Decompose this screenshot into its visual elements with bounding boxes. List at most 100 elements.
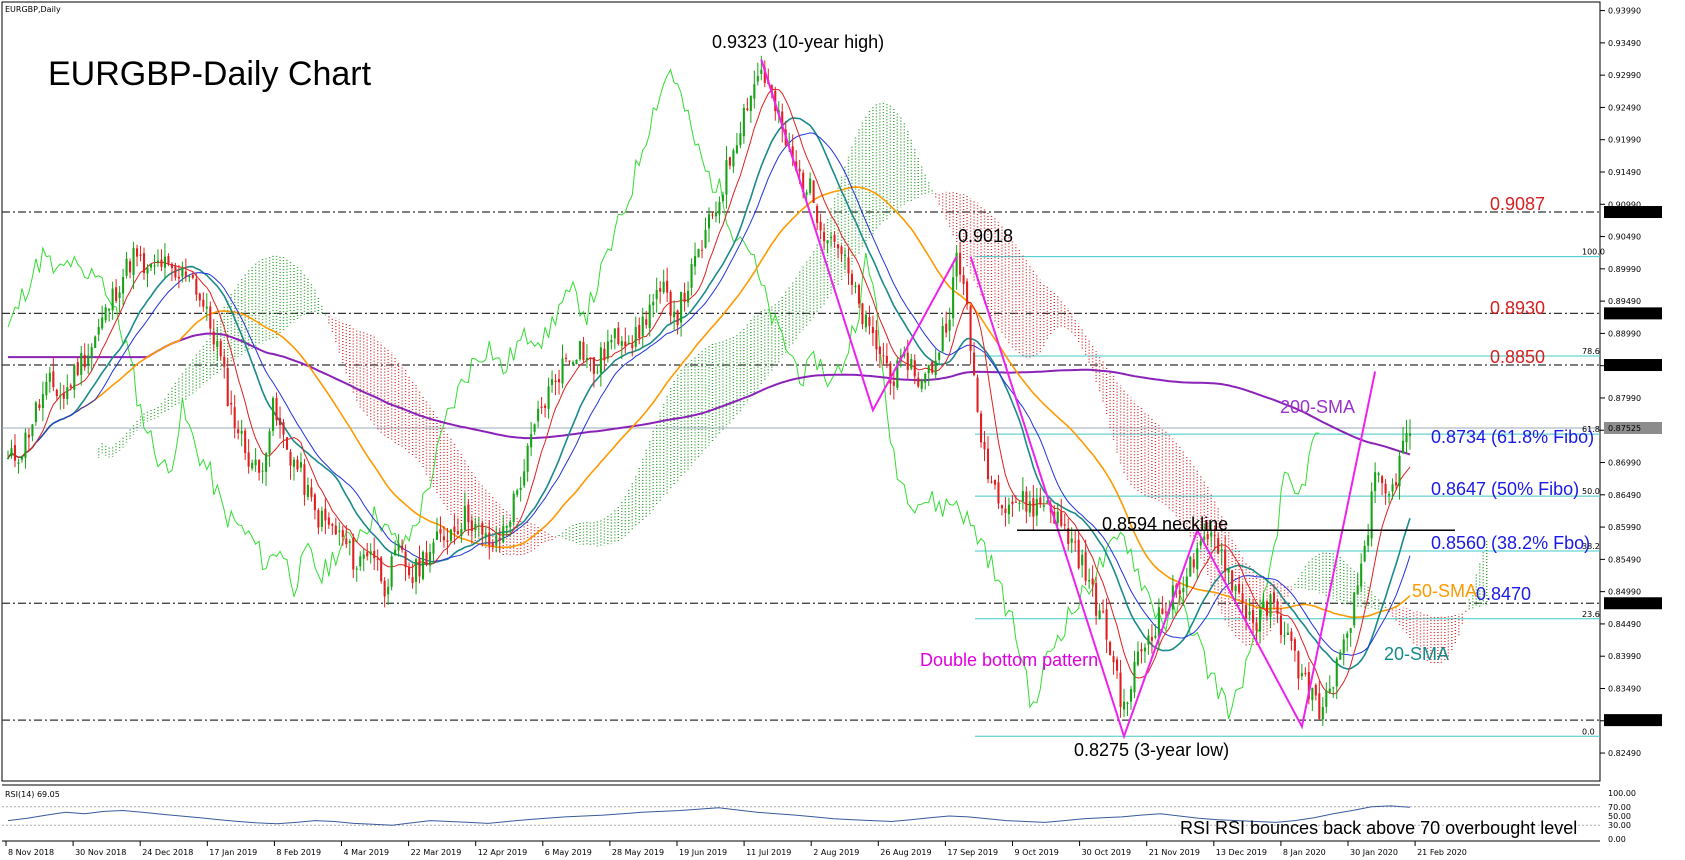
price-tick-label: 0.92490 xyxy=(1608,103,1641,112)
candle-down xyxy=(1102,611,1105,613)
candle-up xyxy=(704,229,707,248)
candle-up xyxy=(1283,635,1286,637)
candle-up xyxy=(338,530,341,532)
indicator-lines xyxy=(7,68,1411,720)
rsi-tick-label: 70.00 xyxy=(1608,803,1631,812)
candle-up xyxy=(620,341,623,346)
candle-up xyxy=(1122,701,1126,710)
candle-down xyxy=(285,437,289,450)
candle-down xyxy=(850,273,854,285)
candle-down xyxy=(1164,611,1167,613)
candle-up xyxy=(1248,611,1251,616)
candle-up xyxy=(1258,609,1262,632)
candle-up xyxy=(1370,491,1373,539)
candle-down xyxy=(404,551,407,568)
candle-up xyxy=(1126,702,1129,704)
rsi-tick-label: 100.00 xyxy=(1608,789,1636,798)
candle-down xyxy=(383,580,386,597)
candle-up xyxy=(826,240,829,244)
candle-down xyxy=(1109,641,1112,656)
candle-down xyxy=(376,558,379,560)
candle-up xyxy=(181,268,184,277)
candle-down xyxy=(676,310,679,325)
candle-up xyxy=(1388,494,1391,496)
candle-down xyxy=(931,361,934,373)
annotation-3-year-low: 0.8275 (3-year low) xyxy=(1074,740,1229,760)
price-tick-label: 0.87990 xyxy=(1608,394,1641,403)
candle-down xyxy=(582,341,585,361)
candle-down xyxy=(411,577,414,584)
candle-up xyxy=(694,256,697,267)
candle-down xyxy=(237,429,240,434)
time-tick-label: 9 Oct 2019 xyxy=(1015,848,1059,857)
time-tick-label: 17 Sep 2019 xyxy=(947,848,998,857)
candle-up xyxy=(1133,661,1136,693)
candle-up xyxy=(1157,607,1160,637)
fibo-label: 23.6 xyxy=(1582,610,1600,619)
price-tick-label: 0.88990 xyxy=(1608,329,1641,338)
candle-down xyxy=(728,157,731,166)
candle-up xyxy=(1042,505,1045,507)
candle-up xyxy=(272,398,275,431)
candle-up xyxy=(146,267,149,274)
candle-down xyxy=(819,221,822,231)
candle-down xyxy=(167,256,170,265)
candle-up xyxy=(125,258,128,276)
fibo-label: 0.0 xyxy=(1582,727,1595,736)
candle-up xyxy=(104,307,107,321)
candle-down xyxy=(456,530,459,534)
candle-down xyxy=(13,445,17,461)
candle-up xyxy=(687,290,690,303)
candle-up xyxy=(641,316,644,336)
candle-down xyxy=(1011,501,1014,505)
candle-up xyxy=(941,325,944,352)
candle-up xyxy=(1203,536,1206,540)
fibo-label: 78.6 xyxy=(1582,347,1600,356)
candle-down xyxy=(373,551,376,559)
candle-up xyxy=(251,462,254,469)
annotation-fibo-61-8: 0.8734 (61.8% Fibo) xyxy=(1431,427,1594,447)
candle-up xyxy=(1311,687,1314,701)
candle-up xyxy=(526,445,529,472)
price-tick-label: 0.90990 xyxy=(1608,200,1641,209)
candle-down xyxy=(317,509,320,528)
candle-down xyxy=(770,85,773,93)
candle-up xyxy=(1227,568,1230,573)
candle-up xyxy=(707,214,711,229)
price-tick-label: 0.84990 xyxy=(1608,588,1641,597)
candle-up xyxy=(1136,651,1140,665)
candle-down xyxy=(875,330,878,350)
candle-up xyxy=(1199,541,1202,546)
time-tick-label: 8 Jan 2020 xyxy=(1283,848,1326,857)
time-tick-label: 26 Aug 2019 xyxy=(880,848,931,857)
candle-up xyxy=(547,386,550,409)
candle-down xyxy=(568,360,571,362)
candle-down xyxy=(195,278,198,295)
candle-up xyxy=(537,408,540,422)
candle-down xyxy=(1067,528,1070,545)
top-zigzag xyxy=(760,59,958,413)
symbol-label: EURGBP,Daily xyxy=(5,5,61,14)
candle-down xyxy=(589,358,592,360)
candle-down xyxy=(247,452,250,467)
candle-up xyxy=(725,160,728,195)
candle-up xyxy=(163,256,166,268)
candle-up xyxy=(952,277,955,319)
candle-up xyxy=(495,535,498,546)
candle-down xyxy=(1140,649,1143,652)
candle-up xyxy=(80,352,83,375)
candle-down xyxy=(659,288,662,292)
candle-down xyxy=(1095,583,1098,616)
candle-down xyxy=(802,172,805,193)
candle-up xyxy=(714,212,718,217)
candle-down xyxy=(1279,615,1283,635)
candle-up xyxy=(460,528,463,537)
time-tick-label: 6 May 2019 xyxy=(545,848,592,857)
candle-down xyxy=(1238,583,1241,593)
candle-down xyxy=(763,67,766,83)
candle-up xyxy=(101,317,104,329)
candle-down xyxy=(645,319,648,325)
horizontal-levels: 0.90870 0.89300 0.88500 0.84807 0.83000 0.875… xyxy=(2,206,1662,727)
candle-down xyxy=(1074,541,1077,543)
